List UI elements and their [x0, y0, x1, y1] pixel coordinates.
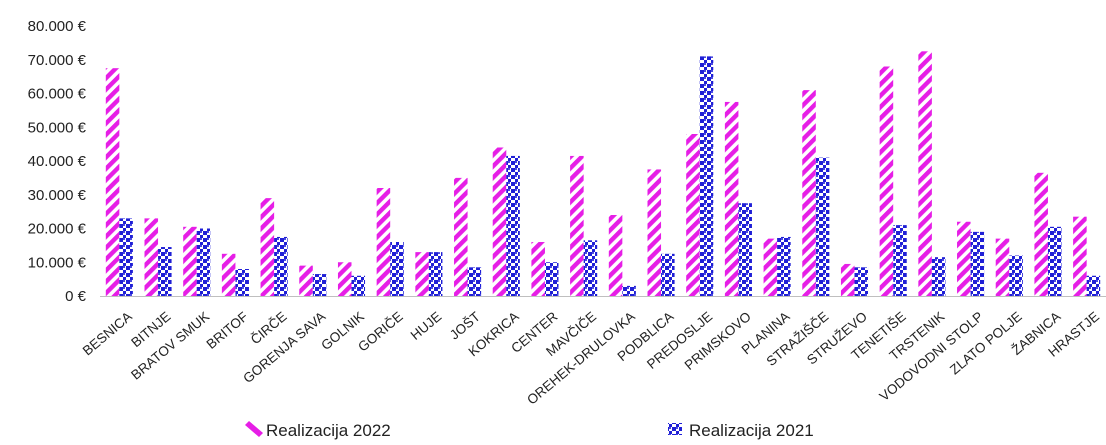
bar-realizacija-2022: [105, 68, 120, 296]
bar-realizacija-2021: [893, 225, 907, 296]
legend-label: Realizacija 2021: [689, 421, 814, 440]
bar-realizacija-2022: [454, 177, 468, 296]
bar-realizacija-2022: [1073, 216, 1087, 296]
x-tick-label: HUJE: [408, 309, 445, 343]
bar-realizacija-2021: [158, 247, 172, 296]
bar-realizacija-2022: [957, 221, 971, 296]
x-tick-label: BESNICA: [80, 309, 135, 359]
bar-realizacija-2022: [995, 238, 1010, 296]
bar-realizacija-2022: [686, 134, 700, 296]
bar-realizacija-2022: [260, 198, 275, 296]
bar-realizacija-2021: [661, 253, 675, 296]
bar-realizacija-2022: [299, 265, 313, 296]
bar-realizacija-2021: [1047, 226, 1062, 296]
y-tick-label: 70.000 €: [28, 52, 87, 69]
bar-realizacija-2021: [196, 228, 211, 296]
bar-realizacija-2021: [815, 157, 830, 296]
y-tick-label: 10.000 €: [28, 254, 87, 271]
bar-realizacija-2021: [351, 275, 366, 296]
bar-realizacija-2022: [492, 147, 507, 296]
bar-realizacija-2021: [467, 267, 482, 296]
bar-realizacija-2021: [1009, 255, 1023, 296]
bar-realizacija-2021: [738, 203, 752, 296]
bar-realizacija-2022: [1034, 172, 1048, 296]
bar-realizacija-2021: [699, 56, 714, 296]
y-tick-label: 60.000 €: [28, 86, 87, 103]
bar-realizacija-2021: [428, 252, 443, 296]
bar-realizacija-2021: [854, 267, 869, 296]
bar-realizacija-2022: [879, 66, 894, 296]
bar-realizacija-2022: [647, 169, 662, 296]
bar-realizacija-2022: [724, 101, 739, 296]
x-tick-label: PRIMSKOVO: [682, 309, 754, 373]
bar-realizacija-2022: [183, 226, 197, 296]
bar-realizacija-2022: [376, 188, 391, 296]
bar-realizacija-2022: [221, 253, 236, 296]
y-tick-label: 0 €: [65, 288, 87, 305]
bar-realizacija-2022: [802, 90, 816, 296]
y-tick-label: 20.000 €: [28, 221, 87, 238]
y-tick-label: 40.000 €: [28, 153, 87, 170]
bar-realizacija-2021: [970, 231, 985, 296]
y-tick-label: 80.000 €: [28, 18, 87, 35]
bar-realizacija-2022: [608, 215, 623, 296]
legend-swatch-2022: [245, 421, 263, 437]
bar-realizacija-2021: [931, 257, 946, 296]
bar-realizacija-2022: [763, 238, 778, 296]
bar-realizacija-2021: [777, 236, 791, 296]
y-tick-label: 30.000 €: [28, 187, 87, 204]
bar-realizacija-2021: [544, 262, 559, 296]
bar-realizacija-2021: [1086, 275, 1101, 296]
bars: [105, 51, 1101, 296]
legend: Realizacija 2022 Realizacija 2021: [245, 421, 814, 440]
y-tick-label: 50.000 €: [28, 119, 87, 136]
y-axis: 0 € 10.000 € 20.000 € 30.000 € 40.000 € 50.00…: [28, 18, 87, 305]
bar-realizacija-2022: [337, 262, 352, 296]
bar-realizacija-2022: [531, 242, 545, 296]
bar-realizacija-2021: [312, 274, 327, 296]
bar-realizacija-2021: [235, 269, 249, 296]
bar-realizacija-2022: [570, 155, 584, 296]
bar-realizacija-2021: [506, 155, 520, 296]
bar-realizacija-2021: [274, 236, 288, 296]
bar-realizacija-2021: [583, 240, 598, 296]
bar-realizacija-2022: [918, 51, 932, 296]
legend-label: Realizacija 2022: [266, 421, 391, 440]
bar-realizacija-2022: [144, 218, 159, 296]
bar-realizacija-2022: [840, 263, 855, 296]
bar-realizacija-2021: [119, 218, 133, 296]
x-tick-label: BRITOF: [204, 309, 251, 352]
bar-realizacija-2021: [390, 242, 404, 296]
legend-swatch-2021: [668, 423, 682, 435]
bar-realizacija-2021: [622, 285, 636, 296]
bar-realizacija-2022: [415, 252, 429, 296]
